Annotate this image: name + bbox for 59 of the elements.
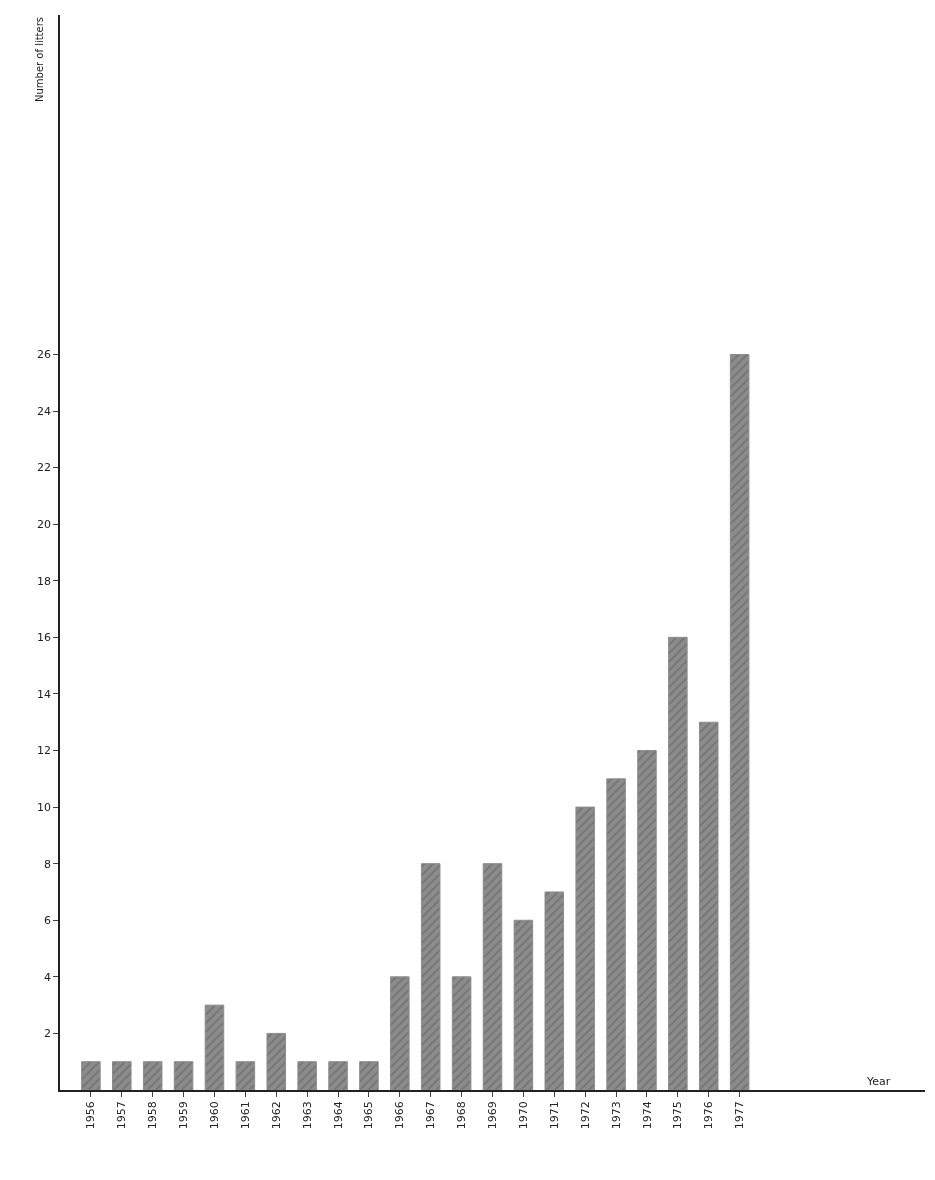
bar xyxy=(668,636,688,1090)
y-tick-label: 12 xyxy=(37,744,52,758)
y-tick-label: 10 xyxy=(37,800,52,814)
x-tick-label: 1956 xyxy=(84,1101,98,1130)
x-tick-label: 1967 xyxy=(424,1101,438,1130)
y-tick-label: 6 xyxy=(44,914,52,928)
bar xyxy=(359,1061,379,1090)
x-tick-label: 1977 xyxy=(733,1101,747,1130)
bar xyxy=(235,1061,256,1090)
y-tick-label: 22 xyxy=(37,461,52,475)
x-tick-label: 1966 xyxy=(393,1101,407,1130)
x-tick-label: 1969 xyxy=(486,1101,500,1130)
y-tick-label: 4 xyxy=(44,970,52,984)
bar xyxy=(81,1061,101,1090)
x-tick-label: 1959 xyxy=(177,1101,191,1130)
bar xyxy=(420,863,441,1090)
x-tick-label: 1964 xyxy=(331,1101,345,1130)
bar xyxy=(729,353,750,1090)
bar xyxy=(266,1032,287,1090)
x-tick-label: 1973 xyxy=(609,1101,623,1130)
x-tick-label: 1957 xyxy=(115,1101,129,1130)
bar xyxy=(173,1061,194,1090)
x-tick-label: 1958 xyxy=(146,1101,160,1130)
x-tick-label: 1962 xyxy=(269,1101,283,1130)
bar xyxy=(451,976,472,1090)
bar xyxy=(513,919,534,1090)
bar xyxy=(575,806,595,1090)
y-tick-label: 26 xyxy=(37,348,52,362)
bar xyxy=(297,1061,317,1090)
x-tick-label: 1965 xyxy=(362,1101,376,1130)
y-tick-label: 14 xyxy=(37,687,52,701)
y-tick-label: 2 xyxy=(44,1027,52,1041)
x-tick-label: 1971 xyxy=(547,1101,561,1130)
x-tick-label: 1961 xyxy=(238,1101,252,1130)
x-tick-label: 1976 xyxy=(702,1101,716,1130)
y-tick-label: 8 xyxy=(44,857,52,871)
x-tick-label: 1968 xyxy=(455,1101,469,1130)
bar xyxy=(606,778,626,1090)
x-tick-label: 1960 xyxy=(208,1101,222,1130)
y-tick-label: 16 xyxy=(37,631,52,645)
text: Year xyxy=(866,1075,891,1088)
x-tick-label: 1972 xyxy=(578,1101,592,1130)
y-tick-label: 24 xyxy=(37,404,52,418)
bar xyxy=(328,1061,348,1090)
y-tick-label: 20 xyxy=(37,518,52,532)
bar xyxy=(637,750,657,1090)
bar xyxy=(204,1004,225,1090)
bar xyxy=(482,863,503,1090)
x-tick-label: 1970 xyxy=(516,1101,530,1130)
bar xyxy=(112,1061,132,1090)
y-axis-title: Number of litters xyxy=(34,16,46,103)
y-tick-label: 18 xyxy=(37,574,52,588)
x-tick-label: 1974 xyxy=(640,1101,654,1130)
bar xyxy=(142,1061,163,1090)
bar xyxy=(544,891,565,1090)
bar xyxy=(390,976,410,1090)
x-tick-label: 1963 xyxy=(300,1101,314,1130)
bar xyxy=(698,721,719,1090)
x-tick-label: 1975 xyxy=(671,1101,685,1130)
